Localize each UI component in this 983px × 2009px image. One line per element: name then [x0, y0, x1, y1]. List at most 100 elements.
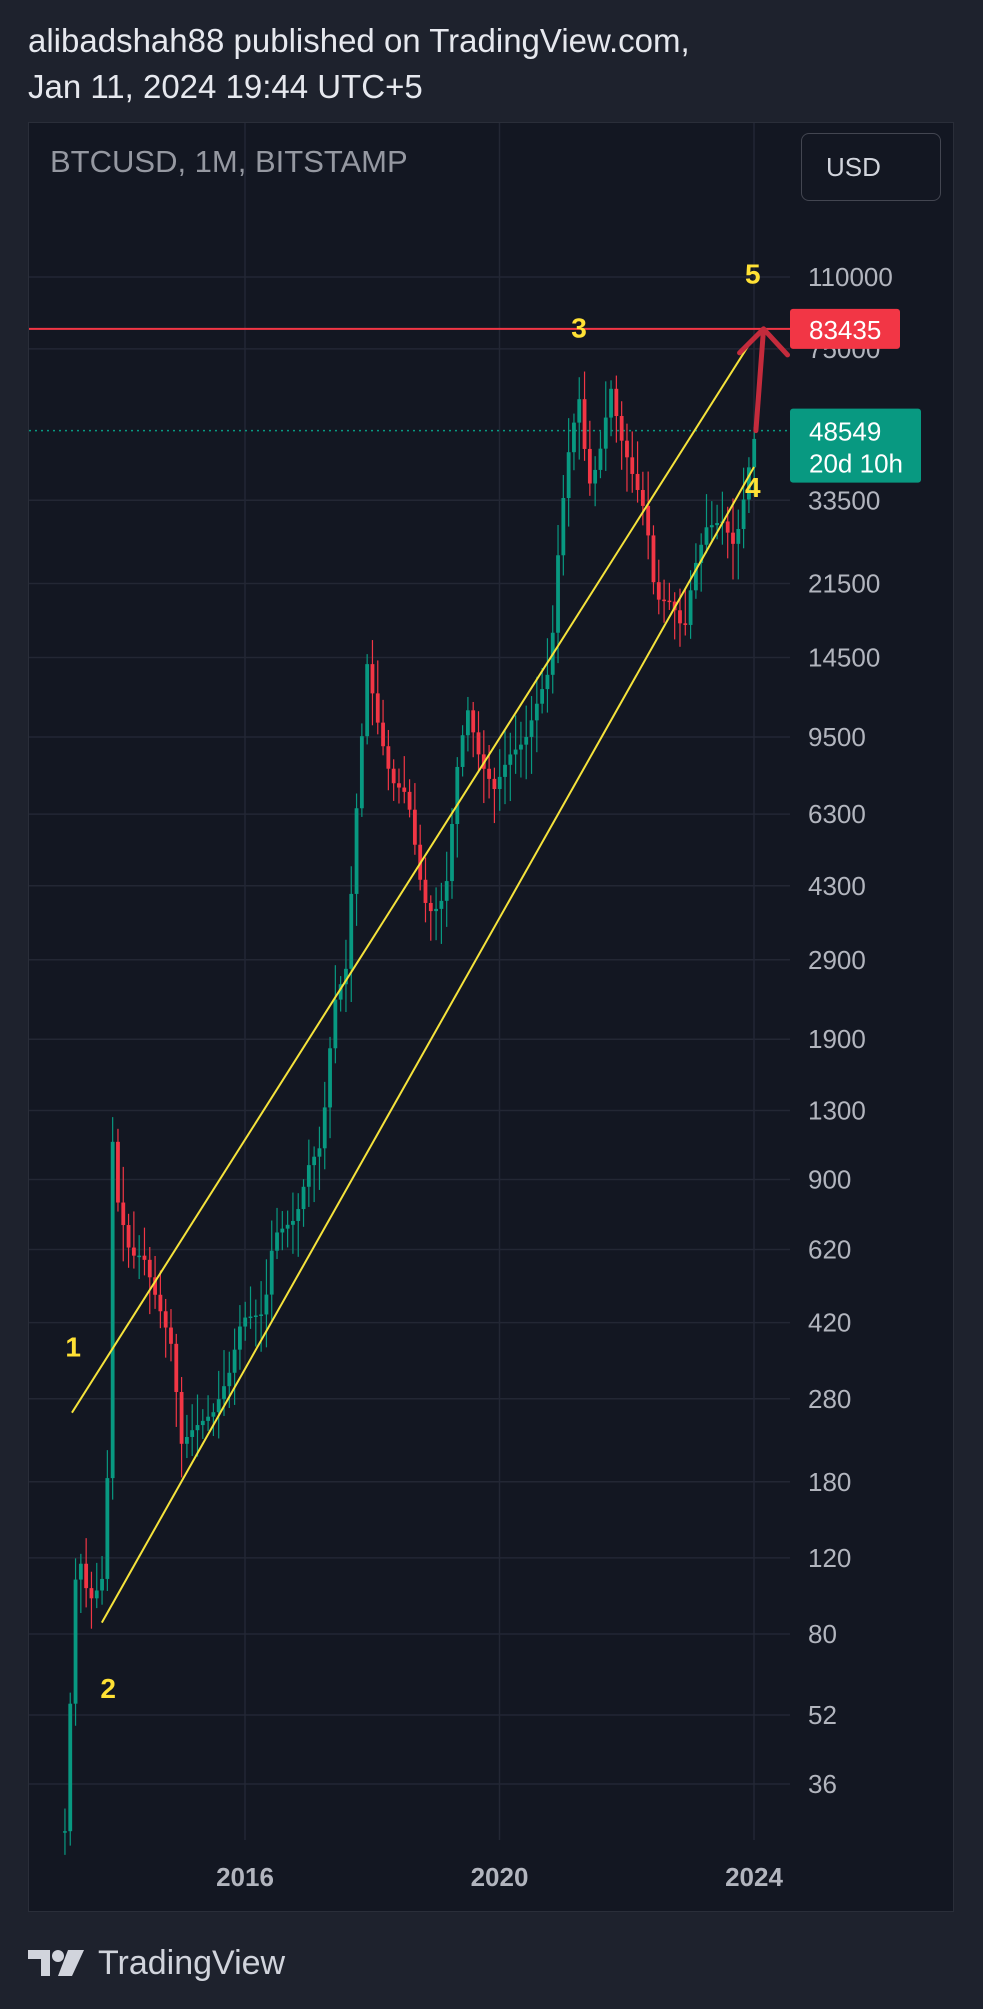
candle-body: [73, 1579, 78, 1704]
candle-body: [412, 809, 417, 845]
resistance-price-label: 83435: [809, 315, 881, 345]
candle-body: [471, 710, 476, 733]
candle-body: [444, 881, 449, 901]
candle-body: [238, 1326, 242, 1350]
candle-body: [572, 422, 576, 453]
candle-body: [259, 1314, 264, 1316]
channel-lower-line: [100, 466, 755, 1624]
candle-body: [158, 1294, 163, 1312]
candle-body: [291, 1220, 295, 1225]
candle-body: [556, 555, 560, 633]
candle-body: [116, 1141, 120, 1203]
channel-upper-line: [71, 336, 755, 1414]
candle-body: [285, 1224, 290, 1229]
candle-body: [646, 505, 651, 536]
candle-body: [582, 399, 587, 449]
candle-body: [407, 791, 412, 810]
y-tick-label: 9500: [808, 722, 866, 752]
y-tick-label: 1900: [808, 1024, 866, 1054]
candle-body: [354, 808, 359, 894]
candle-body: [741, 499, 746, 529]
candle-body: [137, 1255, 142, 1258]
candle-body: [163, 1311, 168, 1328]
candle-body: [534, 703, 539, 721]
candle-body: [184, 1436, 189, 1444]
candle-body: [206, 1416, 210, 1421]
candle-body: [540, 689, 545, 704]
candle-body: [174, 1343, 179, 1393]
y-tick-label: 14500: [808, 643, 880, 673]
candle-body: [333, 999, 338, 1049]
candle-body: [513, 749, 518, 755]
candle-body: [142, 1255, 147, 1260]
candle-body: [63, 1831, 67, 1833]
projection-arrow-head: [737, 326, 791, 358]
candle-body: [386, 746, 391, 769]
candle-body: [593, 469, 598, 484]
candle-body: [752, 438, 757, 468]
y-tick-label: 420: [808, 1308, 851, 1338]
candle-body: [577, 399, 582, 423]
candle-body: [68, 1703, 73, 1832]
candle-body: [359, 736, 364, 809]
chart-symbol: BTCUSD, 1M, BITSTAMP: [50, 144, 408, 179]
publish-header: alibadshah88 published on TradingView.co…: [28, 18, 690, 110]
candle-body: [450, 824, 454, 882]
candle-body: [455, 766, 460, 825]
candle-body: [216, 1399, 221, 1413]
candle-body: [147, 1259, 152, 1278]
candle-body: [487, 768, 492, 779]
bar-countdown-label: 20d 10h: [809, 449, 903, 479]
y-tick-label: 21500: [808, 569, 880, 599]
candle-body: [625, 440, 629, 458]
candle-body: [248, 1316, 253, 1319]
candle-body: [195, 1425, 200, 1431]
candle-body: [243, 1317, 248, 1327]
candle-body: [640, 489, 645, 506]
candle-body: [94, 1590, 99, 1599]
candle-body: [635, 473, 640, 490]
candle-body: [370, 664, 375, 694]
x-tick-label: 2020: [471, 1862, 529, 1892]
candle-body: [121, 1202, 126, 1226]
candle-body: [402, 787, 407, 792]
candle-body: [275, 1232, 279, 1251]
candle-body: [545, 674, 550, 690]
candle-body: [153, 1277, 157, 1295]
candle-body: [222, 1386, 226, 1400]
candle-body: [731, 532, 735, 544]
candle-body: [344, 968, 348, 985]
current-price-label: 48549: [809, 417, 881, 447]
candle-body: [656, 582, 661, 600]
candle-body: [253, 1315, 258, 1318]
candle-body: [709, 525, 714, 528]
candle-body: [381, 722, 385, 747]
candle-body: [439, 900, 444, 909]
y-tick-label: 4300: [808, 871, 866, 901]
candle-body: [365, 664, 370, 737]
candle-body: [227, 1372, 232, 1387]
candle-body: [598, 448, 603, 470]
candle-body: [460, 735, 465, 767]
publish-date: Jan 11, 2024 19:44 UTC+5: [28, 68, 423, 105]
wave-label: 5: [745, 259, 761, 290]
candle-body: [232, 1349, 237, 1373]
candle-body: [434, 908, 438, 912]
wave-label: 4: [745, 472, 761, 503]
candle-body: [497, 776, 502, 790]
currency-button[interactable]: USD: [801, 133, 941, 201]
candle-body: [317, 1148, 322, 1157]
candle-body: [693, 562, 698, 591]
candle-body: [688, 590, 693, 625]
footer-brand: TradingView: [98, 1943, 286, 1982]
candle-body: [503, 764, 507, 777]
y-tick-label: 620: [808, 1234, 851, 1264]
candle-body: [126, 1225, 131, 1248]
y-tick-label: 52: [808, 1700, 837, 1730]
candle-body: [264, 1294, 269, 1315]
candle-body: [651, 535, 656, 583]
candle-body: [508, 754, 513, 765]
candle-body: [587, 448, 592, 484]
candle-body: [736, 528, 741, 544]
